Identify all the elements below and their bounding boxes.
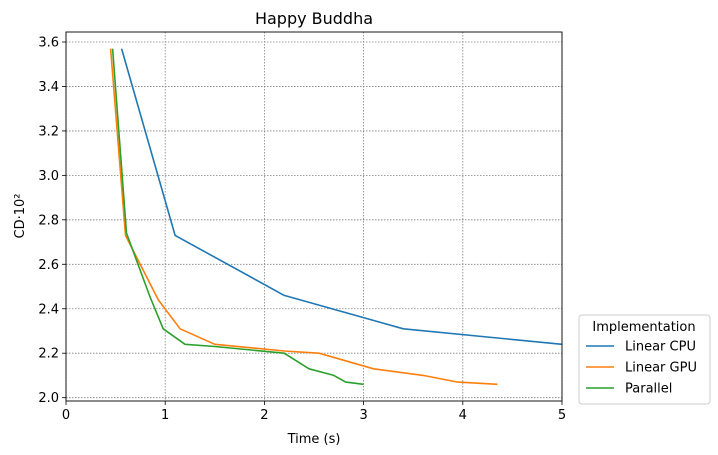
series-line-parallel (111, 48, 364, 386)
x-axis-ticks: 0 1 2 3 4 5 (62, 401, 566, 423)
legend-label-parallel: Parallel (625, 382, 672, 397)
series-line-linear-cpu (120, 48, 563, 346)
y-tick-label: 2.0 (38, 391, 59, 406)
legend-label-linear-gpu: Linear GPU (625, 361, 697, 376)
y-tick-label: 2.6 (38, 258, 59, 273)
y-tick-label: 2.4 (38, 302, 59, 317)
plot-frame (65, 31, 563, 402)
y-tick-label: 2.8 (38, 213, 59, 228)
x-axis-label: Time (s) (287, 432, 341, 447)
chart-title: Happy Buddha (255, 9, 373, 28)
y-axis-ticks: 2.0 2.2 2.4 2.6 2.8 3.0 3.2 3.4 3.6 (38, 36, 66, 406)
x-tick-label: 4 (459, 408, 467, 423)
x-tick-label: 1 (161, 408, 169, 423)
x-tick-label: 2 (260, 408, 268, 423)
grid (65, 32, 563, 401)
legend-label-linear-cpu: Linear CPU (625, 340, 696, 355)
y-tick-label: 3.6 (38, 36, 59, 51)
y-tick-label: 2.2 (38, 347, 59, 362)
legend: Implementation Linear CPU Linear GPU Paral… (578, 314, 711, 405)
legend-frame (578, 314, 711, 405)
series-lines (109, 48, 563, 386)
y-tick-label: 3.4 (38, 80, 59, 95)
y-tick-label: 3.2 (38, 124, 59, 139)
y-axis-label: CD·10² (13, 194, 28, 239)
legend-title: Implementation (592, 320, 695, 335)
y-tick-label: 3.0 (38, 169, 59, 184)
x-tick-label: 5 (558, 408, 566, 423)
series-line-linear-gpu (109, 48, 498, 386)
x-tick-label: 3 (359, 408, 367, 423)
x-tick-label: 0 (62, 408, 70, 423)
